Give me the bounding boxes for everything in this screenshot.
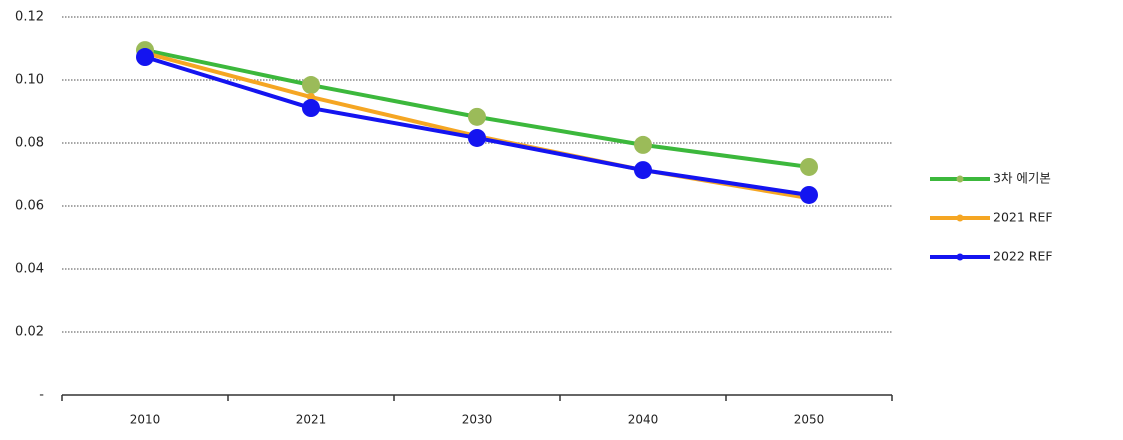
legend-label: 2022 REF — [993, 249, 1053, 264]
point — [307, 93, 315, 102]
point — [136, 48, 154, 67]
y-tick-label: 0.06 — [15, 199, 44, 214]
point — [634, 135, 652, 154]
x-tick-label: 2050 — [794, 413, 825, 427]
y-tick-label: 0.10 — [15, 73, 44, 88]
point — [468, 107, 486, 126]
legend-marker — [956, 253, 964, 261]
legend-marker — [956, 175, 964, 183]
x-tick-label: 2021 — [296, 413, 327, 427]
point — [468, 128, 486, 147]
point — [302, 76, 320, 95]
x-tick-label: 2030 — [462, 413, 493, 427]
point — [634, 161, 652, 180]
point — [302, 99, 320, 118]
point — [800, 157, 818, 176]
y-tick-label: 0.12 — [15, 10, 44, 25]
y-tick-label: 0.04 — [15, 262, 44, 277]
y-tick-label: 0.02 — [15, 325, 44, 340]
x-tick-label: 2010 — [130, 413, 161, 427]
x-tick-label: 2040 — [628, 413, 659, 427]
legend-label: 2021 REF — [993, 210, 1053, 225]
point — [800, 185, 818, 204]
y-tick-label: - — [39, 388, 44, 403]
legend-label: 3차 에기본 — [993, 171, 1051, 186]
legend-marker — [956, 214, 964, 222]
y-tick-label: 0.08 — [15, 136, 44, 151]
